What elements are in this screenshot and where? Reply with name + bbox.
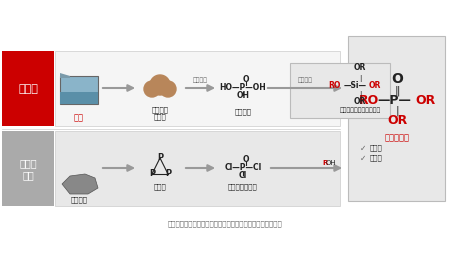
Text: O: O <box>243 155 249 165</box>
Text: 難燃剤: 難燃剤 <box>370 145 383 151</box>
Text: R: R <box>322 160 328 166</box>
Text: 開発したリン酸の直接的エステル化技術と従来の工業的製法: 開発したリン酸の直接的エステル化技術と従来の工業的製法 <box>167 221 283 227</box>
Text: O: O <box>243 76 249 84</box>
Text: OR: OR <box>415 94 435 108</box>
FancyBboxPatch shape <box>55 131 340 206</box>
Text: OR: OR <box>369 81 382 91</box>
Text: OH: OH <box>326 160 337 166</box>
Text: —P—: —P— <box>377 94 411 108</box>
Text: P: P <box>165 169 171 178</box>
Text: |: | <box>359 74 361 81</box>
FancyBboxPatch shape <box>55 51 340 126</box>
Text: RO: RO <box>328 81 341 91</box>
Text: OR: OR <box>354 98 366 106</box>
Text: HO—P—OH: HO—P—OH <box>220 83 266 92</box>
Polygon shape <box>60 73 70 78</box>
Text: 黄リン: 黄リン <box>153 183 166 190</box>
Text: |: | <box>359 91 361 98</box>
Text: —Si—: —Si— <box>344 81 367 91</box>
Circle shape <box>150 75 170 95</box>
FancyBboxPatch shape <box>60 92 98 104</box>
Text: ‖: ‖ <box>394 86 400 96</box>
Text: 下水: 下水 <box>74 113 84 122</box>
FancyBboxPatch shape <box>60 76 98 104</box>
Text: 可塑剤: 可塑剤 <box>370 155 383 161</box>
Text: テトラアルコキシシラン: テトラアルコキシシラン <box>339 107 381 113</box>
FancyBboxPatch shape <box>2 131 54 206</box>
Text: オキシ塩化リン: オキシ塩化リン <box>228 183 258 190</box>
FancyBboxPatch shape <box>290 63 390 118</box>
Text: P: P <box>149 169 155 178</box>
Polygon shape <box>62 174 98 194</box>
FancyBboxPatch shape <box>348 36 445 201</box>
Circle shape <box>144 81 160 97</box>
Text: |: | <box>395 106 399 116</box>
Text: リン鉱石: リン鉱石 <box>71 196 87 202</box>
Text: リン変換: リン変換 <box>297 77 312 83</box>
Text: 工業的
製法: 工業的 製法 <box>19 158 37 180</box>
Text: 粗リン酸: 粗リン酸 <box>234 108 252 115</box>
Text: O: O <box>391 72 403 86</box>
FancyBboxPatch shape <box>2 51 54 126</box>
Text: OR: OR <box>387 114 407 127</box>
Text: ✓: ✓ <box>360 144 366 153</box>
Text: RO: RO <box>359 94 379 108</box>
Text: OH: OH <box>237 91 249 101</box>
Text: ✓: ✓ <box>360 154 366 163</box>
Text: Cl: Cl <box>239 172 247 180</box>
Text: リン化成品: リン化成品 <box>384 133 410 143</box>
Text: 本技術: 本技術 <box>18 84 38 94</box>
Text: 下水汚泥
焼却灰: 下水汚泥 焼却灰 <box>152 106 168 120</box>
Text: P: P <box>157 154 163 163</box>
Text: リン回収: リン回収 <box>193 77 208 83</box>
Text: OR: OR <box>354 63 366 72</box>
Text: Cl—P—Cl: Cl—P—Cl <box>225 164 261 173</box>
Circle shape <box>160 81 176 97</box>
